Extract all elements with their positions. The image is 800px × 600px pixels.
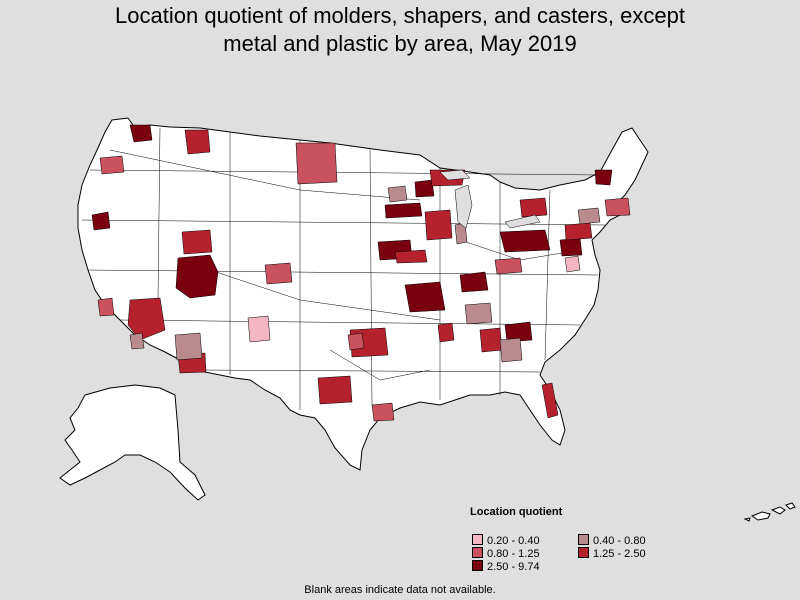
legend-label: 0.80 - 1.25 — [487, 548, 540, 560]
area-light-medium — [174, 332, 203, 361]
area-medium — [295, 142, 338, 185]
legend-title: Location quotient — [470, 506, 563, 518]
area-dark — [499, 229, 551, 253]
legend: Location quotient 0.20 - 0.40 0.40 - 0.8… — [470, 506, 700, 576]
map-title-line-2: metal and plastic by area, May 2019 — [223, 31, 577, 56]
map-title: Location quotient of molders, shapers, a… — [0, 2, 800, 58]
area-light-medium — [464, 302, 493, 325]
area-dark — [459, 271, 489, 293]
area-medium — [604, 197, 631, 217]
area-medium-dark — [184, 129, 211, 155]
area-light-medium — [577, 207, 601, 225]
area-medium-dark — [519, 197, 548, 218]
area-medium — [264, 262, 293, 285]
area-dark — [404, 281, 446, 313]
area-medium-dark — [437, 322, 455, 343]
alaska-outline — [59, 384, 206, 501]
area-dark — [559, 237, 583, 257]
area-light — [247, 315, 271, 343]
area-dark — [129, 124, 153, 143]
great-lakes — [439, 169, 541, 229]
area-medium-dark — [479, 327, 503, 353]
legend-label: 1.25 - 2.50 — [593, 548, 646, 560]
area-light-medium — [129, 332, 145, 350]
legend-label: 2.50 - 9.74 — [487, 561, 540, 573]
area-dark — [384, 202, 423, 219]
footnote: Blank areas indicate data not available. — [304, 584, 496, 596]
area-dark — [91, 211, 111, 231]
area-light-medium — [499, 337, 523, 363]
area-medium-dark — [181, 229, 213, 255]
area-medium-dark — [127, 297, 166, 341]
area-medium — [371, 402, 395, 422]
map-title-line-1: Location quotient of molders, shapers, a… — [115, 3, 685, 28]
legend-swatch — [578, 534, 589, 545]
area-medium — [494, 257, 523, 275]
legend-item-0-80-1-25: 0.80 - 1.25 — [472, 547, 540, 560]
area-dark — [414, 179, 435, 198]
legend-swatch — [472, 547, 483, 558]
location-quotient-areas — [91, 124, 631, 422]
legend-item-0-20-0-40: 0.20 - 0.40 — [472, 534, 540, 547]
area-boundaries — [81, 127, 606, 410]
area-light-medium — [387, 185, 408, 203]
area-medium-dark — [394, 249, 428, 264]
area-medium-dark — [424, 209, 453, 241]
area-medium — [347, 332, 365, 351]
area-medium — [99, 155, 125, 175]
legend-item-0-40-0-80: 0.40 - 0.80 — [578, 534, 646, 547]
area-medium-dark — [317, 375, 353, 405]
area-dark — [175, 254, 219, 299]
legend-swatch — [578, 547, 589, 558]
legend-item-2-50-9-74: 2.50 - 9.74 — [472, 560, 540, 573]
legend-swatch — [472, 534, 483, 545]
legend-label: 0.40 - 0.80 — [593, 535, 646, 547]
area-light — [564, 255, 581, 273]
area-medium — [97, 297, 115, 317]
legend-label: 0.20 - 0.40 — [487, 535, 540, 547]
area-medium-dark — [541, 382, 559, 419]
area-dark — [594, 169, 613, 186]
area-medium-dark — [564, 222, 593, 241]
legend-item-1-25-2-50: 1.25 - 2.50 — [578, 547, 646, 560]
hawaii-islands — [743, 502, 796, 522]
legend-swatch — [472, 560, 483, 571]
area-dark — [504, 321, 533, 343]
